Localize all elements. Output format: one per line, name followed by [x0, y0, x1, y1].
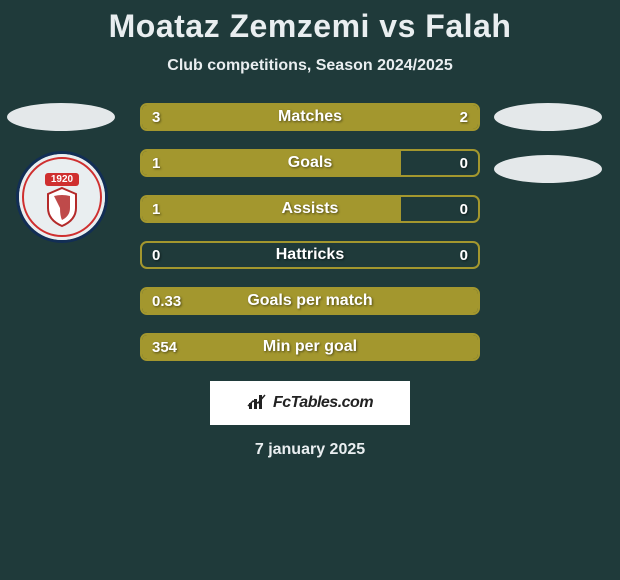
chart-icon	[247, 393, 269, 416]
stat-value-right: 2	[460, 105, 468, 129]
stat-row: 354Min per goal	[140, 333, 480, 361]
stat-label: Min per goal	[142, 335, 478, 359]
brand-box: FcTables.com	[210, 381, 410, 425]
stat-bars: 3Matches21Goals01Assists00Hattricks00.33…	[140, 103, 480, 361]
player-right-placeholder-1	[494, 103, 602, 131]
stat-value-right: 0	[460, 151, 468, 175]
stat-label: Goals per match	[142, 289, 478, 313]
stat-label: Matches	[142, 105, 478, 129]
infographic-container: Moataz Zemzemi vs Falah Club competition…	[0, 0, 620, 580]
stat-label: Goals	[142, 151, 478, 175]
club-badge-year: 1920	[45, 173, 79, 186]
stat-row: 1Goals0	[140, 149, 480, 177]
date-text: 7 january 2025	[0, 441, 620, 459]
club-badge: 1920	[16, 151, 108, 243]
player-right-placeholder-2	[494, 155, 602, 183]
page-subtitle: Club competitions, Season 2024/2025	[0, 57, 620, 75]
club-badge-inner: 1920	[19, 154, 105, 240]
stat-label: Hattricks	[142, 243, 478, 267]
stat-label: Assists	[142, 197, 478, 221]
stat-row: 1Assists0	[140, 195, 480, 223]
club-badge-shield-icon	[44, 186, 80, 228]
stat-row: 3Matches2	[140, 103, 480, 131]
stat-row: 0.33Goals per match	[140, 287, 480, 315]
player-left-placeholder-1	[7, 103, 115, 131]
page-title: Moataz Zemzemi vs Falah	[0, 8, 620, 45]
stat-value-right: 0	[460, 243, 468, 267]
stat-row: 0Hattricks0	[140, 241, 480, 269]
brand-text: FcTables.com	[273, 394, 373, 412]
stat-value-right: 0	[460, 197, 468, 221]
main-stats-area: 1920 3Matches21Goals01Assists00Hattricks…	[0, 103, 620, 363]
